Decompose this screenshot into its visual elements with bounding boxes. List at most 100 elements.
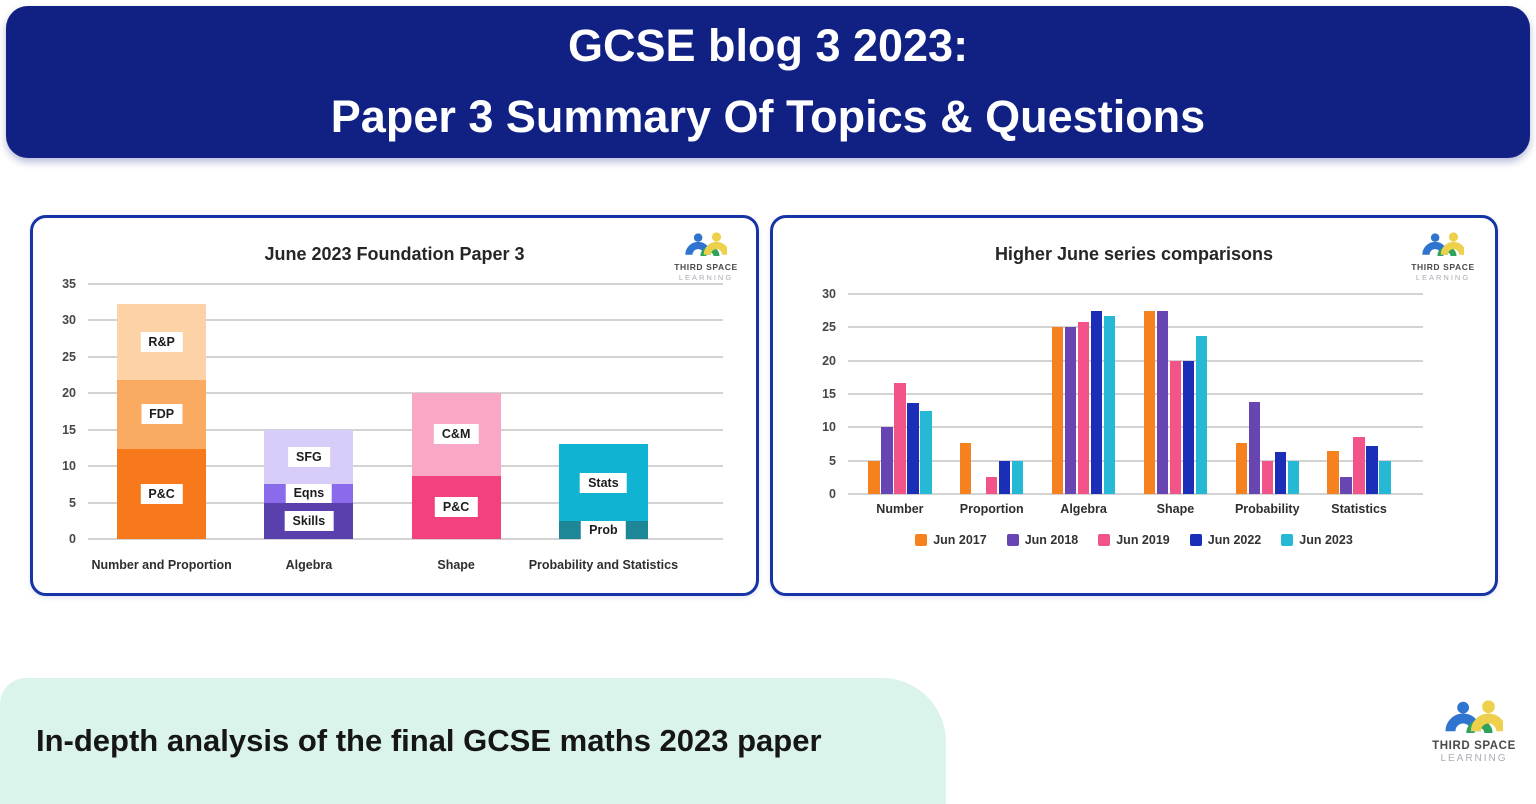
- y-axis-tick-label: 30: [822, 287, 836, 301]
- gridline: [88, 501, 723, 504]
- gridline: [88, 538, 723, 540]
- grouped-bar: [1051, 327, 1064, 494]
- legend-item: Jun 2018: [1006, 533, 1079, 547]
- third-space-learning-logo-icon: [685, 232, 727, 257]
- y-axis-tick-label: 5: [829, 453, 836, 468]
- grouped-bar: [1169, 360, 1182, 494]
- segment-label: C&M: [433, 424, 479, 445]
- segment-label: Eqns: [285, 483, 333, 504]
- legend-label: Jun 2018: [1024, 533, 1079, 547]
- grouped-bar: [1156, 310, 1169, 494]
- gridline: [848, 293, 1423, 295]
- logo-wordmark: THIRD SPACE: [1411, 262, 1475, 272]
- y-axis-tick-label: 0: [69, 532, 76, 546]
- gridline: [848, 459, 1423, 462]
- gridline: [848, 393, 1423, 395]
- segment-label: FDP: [141, 404, 183, 425]
- x-axis-category-label: Proportion: [959, 502, 1024, 516]
- footer-banner: In-depth analysis of the final GCSE math…: [0, 678, 946, 804]
- chart-legend: Jun 2017 Jun 2018 Jun 2019 Jun 2022 Jun 2023: [773, 533, 1495, 547]
- legend-label: Jun 2023: [1299, 533, 1353, 547]
- y-axis-tick-label: 20: [822, 353, 836, 368]
- grouped-bar: [1064, 327, 1077, 494]
- foundation-chart-plot: 0 5 10 15 20 25 30 35 Number and Proportion Algeb…: [62, 277, 723, 572]
- header-banner: GCSE blog 3 2023: Paper 3 Summary Of Top…: [6, 6, 1530, 158]
- gridline: [88, 283, 723, 285]
- x-axis-category-label: Statistics: [1331, 502, 1387, 516]
- segment-label: Skills: [284, 510, 334, 531]
- y-axis-tick-label: 35: [62, 277, 76, 291]
- grouped-bar: [907, 402, 919, 494]
- x-axis-category-label: Shape: [1156, 502, 1195, 516]
- segment-label: Stats: [580, 472, 627, 493]
- legend-swatch: [1098, 534, 1111, 546]
- grouped-bar: [881, 427, 893, 494]
- legend-item: Jun 2023: [1281, 533, 1353, 547]
- grouped-bar: [1143, 310, 1156, 494]
- x-axis-category-label: Algebra: [285, 558, 333, 572]
- grouped-bar: [868, 460, 880, 494]
- grouped-bar: [1235, 443, 1247, 494]
- foundation-chart-panel: June 2023 Foundation Paper 3 THIRD SPACE…: [30, 215, 759, 596]
- logo-tagline: LEARNING: [1440, 753, 1508, 764]
- legend-label: Jun 2022: [1207, 533, 1262, 547]
- gridline: [848, 326, 1423, 329]
- third-space-learning-logo-icon: [1445, 700, 1503, 734]
- third-space-learning-logo: THIRD SPACE LEARNING: [1418, 700, 1530, 764]
- x-axis-category-label: Probability and Statistics: [528, 558, 679, 572]
- x-axis-category-label: Shape: [437, 558, 475, 572]
- grouped-bar: [894, 382, 906, 494]
- legend-label: Jun 2017: [933, 533, 987, 547]
- grouped-bar: [1248, 402, 1260, 494]
- grouped-bar: [1077, 322, 1090, 494]
- legend-swatch: [1006, 534, 1019, 546]
- grouped-bar: [1012, 460, 1024, 494]
- footer-banner-text: In-depth analysis of the final GCSE math…: [36, 723, 822, 758]
- logo-tagline: LEARNING: [678, 273, 734, 282]
- y-axis-tick-label: 30: [62, 313, 76, 328]
- logo-wordmark: THIRD SPACE: [674, 262, 738, 272]
- grouped-bar: [1090, 311, 1103, 494]
- legend-item: Jun 2022: [1189, 533, 1262, 547]
- gridline: [88, 319, 723, 322]
- segment-label: Prob: [581, 519, 626, 540]
- higher-chart-title: Higher June series comparisons: [994, 244, 1274, 264]
- page-title-line2: Paper 3 Summary Of Topics & Questions: [330, 91, 1206, 142]
- x-axis-category-label: Number and Proportion: [91, 558, 232, 572]
- gridline: [848, 493, 1423, 495]
- y-axis-tick-label: 10: [62, 459, 76, 474]
- y-axis-tick-label: 15: [822, 387, 836, 401]
- y-axis-tick-label: 5: [69, 495, 76, 510]
- gridline: [88, 428, 723, 431]
- y-axis-tick-label: 10: [822, 420, 836, 435]
- grouped-bar: [1287, 460, 1299, 494]
- grouped-bar: [999, 460, 1011, 494]
- segment-label: SFG: [288, 446, 330, 467]
- segment-label: P&C: [434, 497, 478, 518]
- y-axis-tick-label: 25: [822, 320, 836, 335]
- grouped-bar: [1327, 451, 1339, 494]
- legend-swatch: [915, 534, 928, 546]
- grouped-bar: [1353, 437, 1365, 494]
- y-axis-tick-label: 0: [829, 487, 836, 501]
- page-title-line1: GCSE blog 3 2023:: [567, 20, 969, 71]
- higher-chart-plot: 0 5 10 15 20 25 30 Number Proportion Algebra Shape…: [822, 287, 1423, 516]
- logo-tagline: LEARNING: [1415, 273, 1471, 282]
- grouped-bar: [960, 443, 972, 494]
- legend-item: Jun 2019: [1098, 533, 1170, 547]
- y-axis-tick-label: 25: [62, 349, 76, 364]
- gridline: [88, 465, 723, 468]
- legend-item: Jun 2017: [915, 533, 987, 547]
- third-space-learning-logo: THIRD SPACE LEARNING: [666, 232, 746, 282]
- grouped-bar: [986, 477, 998, 494]
- third-space-learning-logo-icon: [1422, 232, 1464, 257]
- grouped-bar: [1340, 477, 1352, 494]
- segment-label: P&C: [140, 483, 183, 504]
- grouped-bar: [1379, 460, 1391, 494]
- legend-label: Jun 2019: [1116, 533, 1170, 547]
- y-axis-tick-label: 15: [62, 422, 76, 437]
- gridline: [848, 359, 1423, 362]
- higher-chart-panel: Higher June series comparisons THIRD SPA…: [770, 215, 1498, 596]
- legend-swatch: [1281, 534, 1294, 546]
- grouped-bar: [1274, 452, 1286, 494]
